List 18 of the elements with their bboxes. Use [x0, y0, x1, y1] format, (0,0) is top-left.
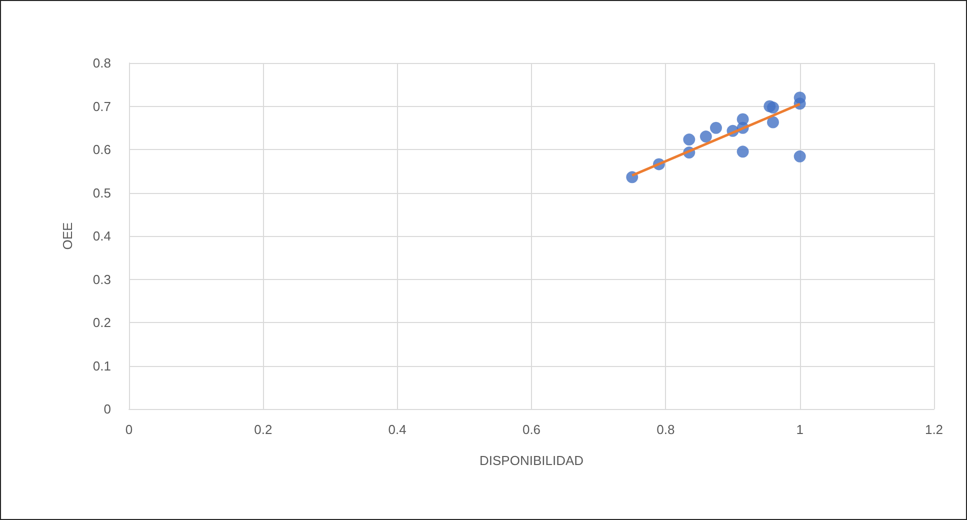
y-tick-label: 0: [104, 402, 111, 416]
y-tick-label: 0.8: [92, 56, 111, 70]
y-axis-title: OEE: [60, 222, 75, 250]
y-tick-label: 0.1: [92, 358, 111, 374]
x-tick-label: 0.2: [254, 422, 272, 437]
y-tick-label: 0.3: [92, 272, 111, 287]
x-tick-label: 1.2: [924, 422, 944, 437]
x-axis-title: DISPONIBILIDAD: [479, 453, 584, 468]
x-tick-label: 1: [796, 422, 804, 437]
y-tick-label: 0.4: [92, 228, 111, 244]
x-tick-label: 0: [125, 422, 133, 437]
y-tick-label: 0.7: [92, 98, 111, 114]
y-tick-label: 0.2: [92, 315, 111, 330]
x-tick-label: 0.4: [388, 422, 406, 437]
y-tick-label: 0.5: [92, 185, 111, 200]
y-tick-label: 0.6: [92, 142, 111, 157]
x-tick-label: 0.6: [522, 422, 541, 437]
x-tick-label: 0.8: [656, 422, 675, 437]
